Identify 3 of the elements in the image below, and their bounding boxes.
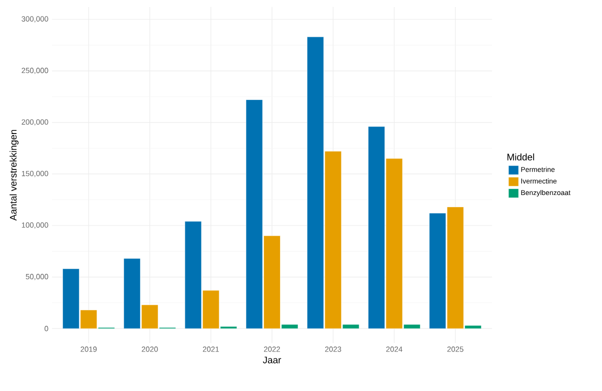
y-axis-title: Aantal verstrekkingen <box>10 130 18 221</box>
legend-title: Middel <box>507 153 534 160</box>
x-axis-title: Jaar <box>262 356 282 364</box>
